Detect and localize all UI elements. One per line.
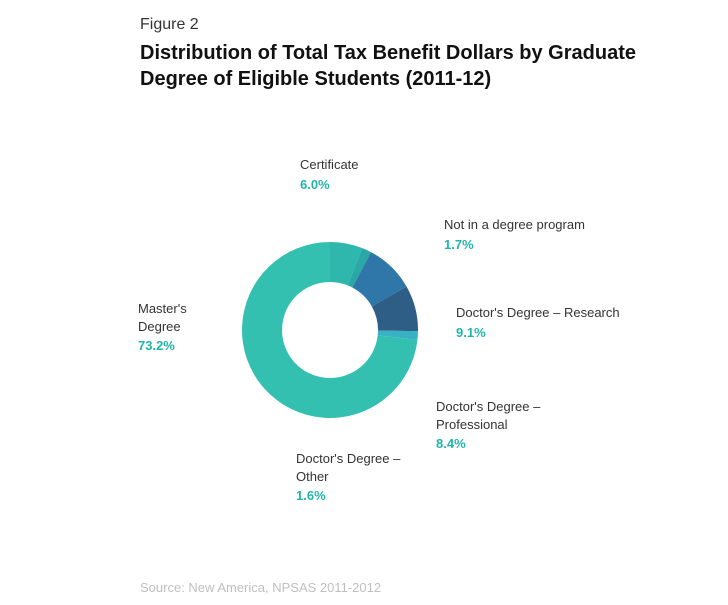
figure-title: Distribution of Total Tax Benefit Dollar… [140, 40, 680, 92]
donut-svg-holder [240, 240, 420, 420]
label-value: 73.2% [138, 337, 228, 355]
label-doc_other: Doctor's Degree – Other 1.6% [296, 450, 406, 505]
label-value: 1.6% [296, 487, 406, 505]
label-certificate: Certificate 6.0% [300, 156, 420, 193]
label-value: 1.7% [444, 236, 594, 254]
label-text: Doctor's Degree – Professional [436, 398, 606, 433]
label-value: 6.0% [300, 176, 420, 194]
donut-svg [240, 240, 420, 420]
label-value: 8.4% [436, 435, 606, 453]
label-text: Master's Degree [138, 300, 228, 335]
label-doc_research: Doctor's Degree – Research 9.1% [456, 304, 626, 341]
label-text: Doctor's Degree – Other [296, 450, 406, 485]
figure-container: Figure 2 Distribution of Total Tax Benef… [0, 0, 728, 605]
figure-source: Source: New America, NPSAS 2011-2012 [140, 580, 381, 595]
figure-header: Figure 2 Distribution of Total Tax Benef… [140, 16, 680, 92]
donut-chart: Master's Degree 73.2% Certificate 6.0% Not i… [0, 120, 728, 540]
label-text: Doctor's Degree – Research [456, 304, 626, 322]
figure-label: Figure 2 [140, 16, 680, 34]
label-masters: Master's Degree 73.2% [138, 300, 228, 355]
label-not_in_degree: Not in a degree program 1.7% [444, 216, 594, 253]
label-doc_prof: Doctor's Degree – Professional 8.4% [436, 398, 606, 453]
label-value: 9.1% [456, 324, 626, 342]
label-text: Certificate [300, 156, 420, 174]
label-text: Not in a degree program [444, 216, 594, 234]
